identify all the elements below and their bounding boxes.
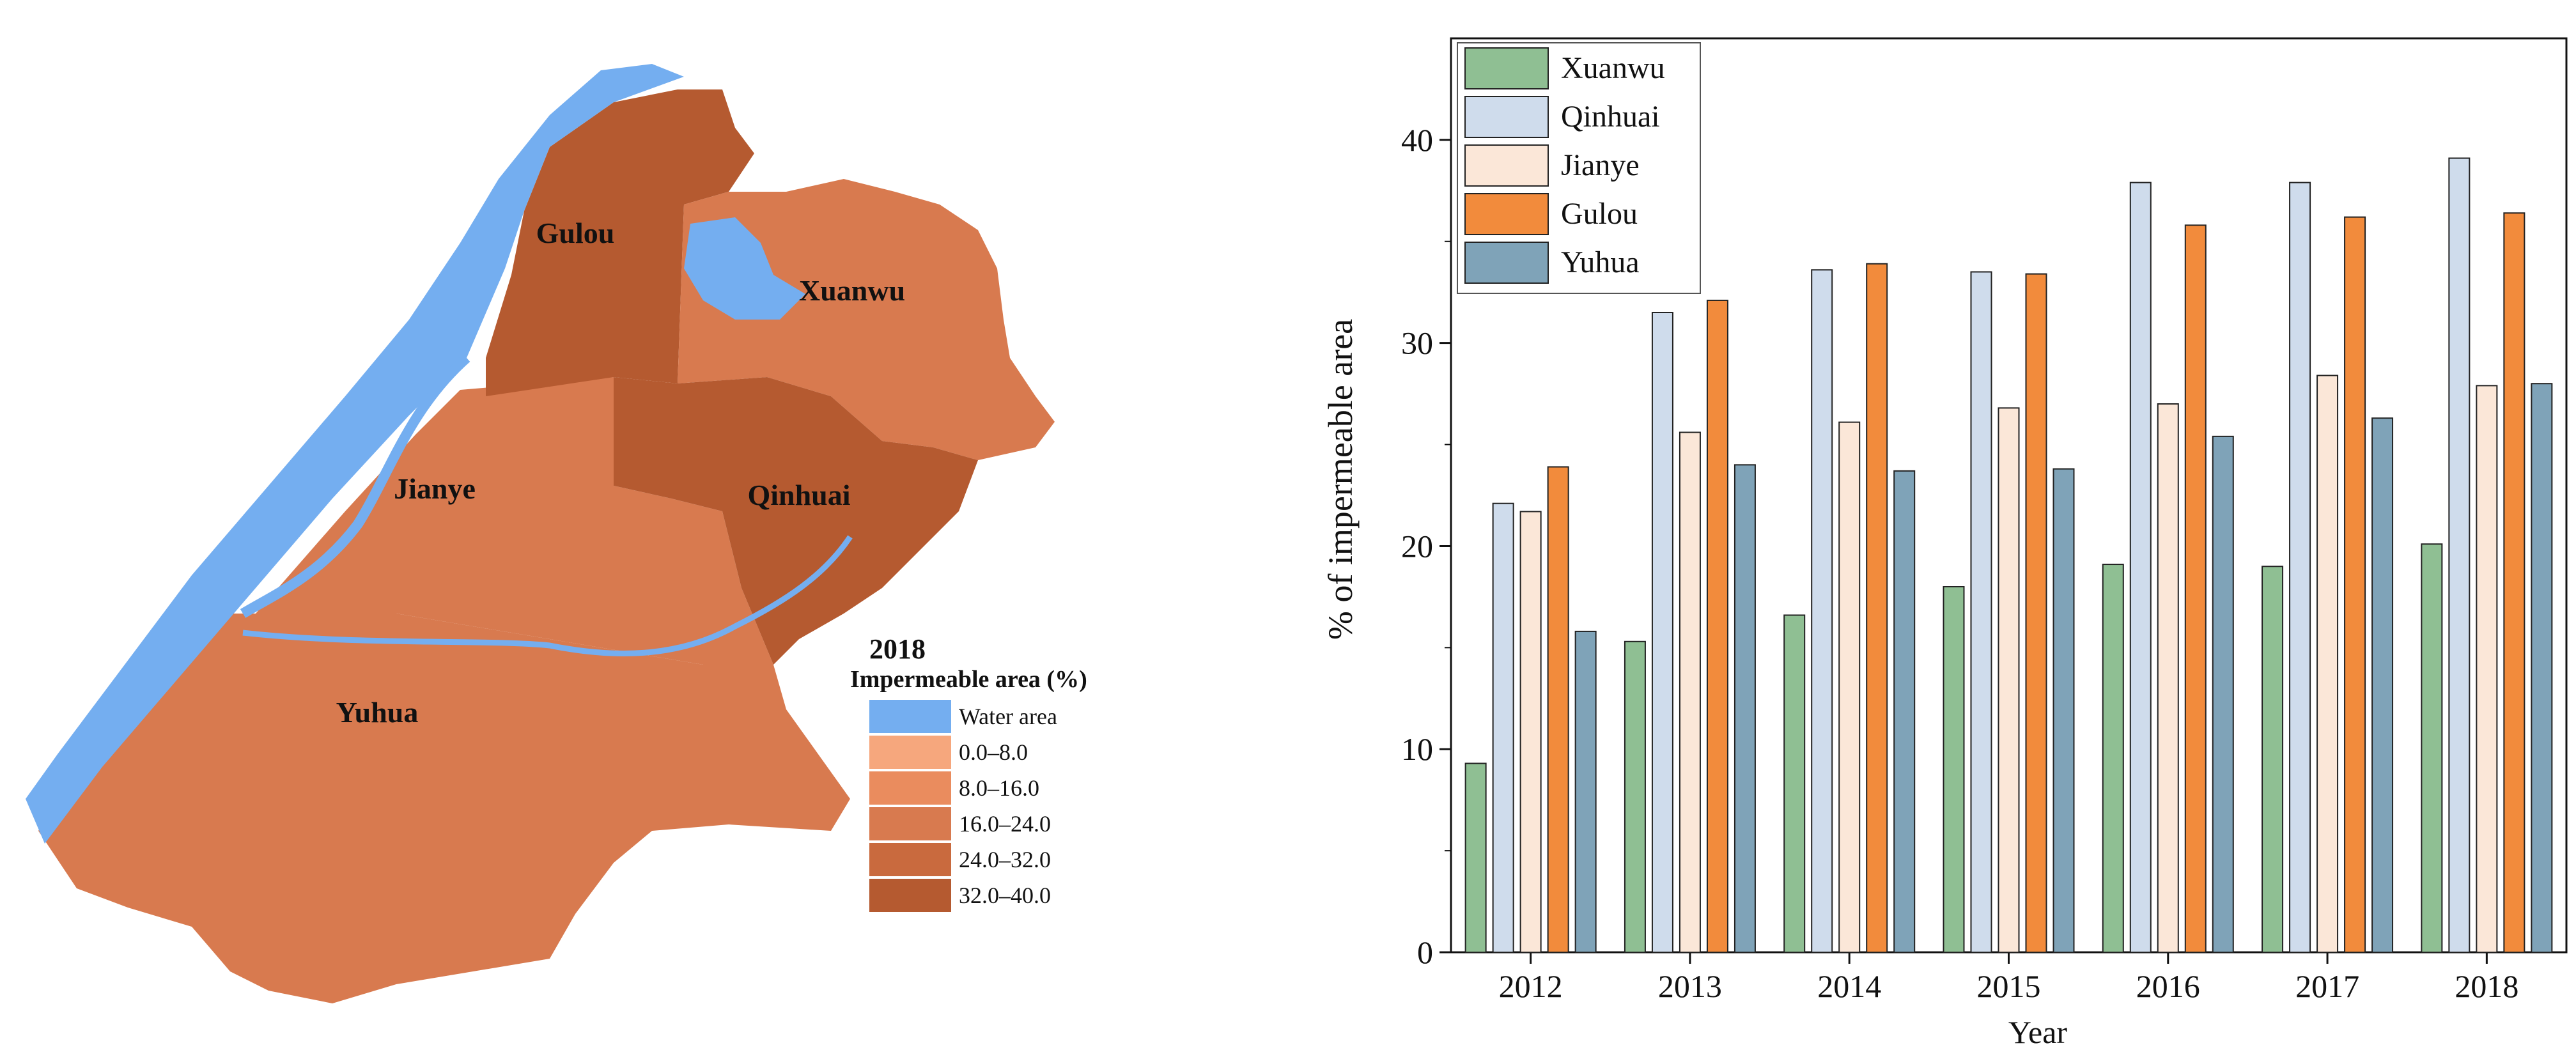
- label-yuhua: Yuhua: [336, 696, 419, 729]
- map-legend-swatch: [869, 807, 951, 840]
- legend-swatch-xuanwu: [1464, 47, 1549, 89]
- label-qinhuai: Qinhuai: [747, 479, 850, 511]
- bar-qinhuai-2016: [2129, 182, 2152, 954]
- x-tick-label: 2013: [1658, 968, 1722, 1004]
- bar-xuanwu-2013: [1624, 640, 1646, 953]
- legend-title: Impermeable area (%): [850, 666, 1087, 693]
- bar-yuhua-2013: [1734, 464, 1756, 953]
- bar-qinhuai-2014: [1811, 269, 1833, 953]
- bar-qinhuai-2013: [1651, 312, 1673, 953]
- legend-swatch-jianye: [1464, 144, 1549, 187]
- bar-jianye-2018: [2476, 385, 2498, 953]
- x-tick-label: 2014: [1817, 968, 1881, 1004]
- legend-swatch-yuhua: [1464, 242, 1549, 284]
- bar-xuanwu-2014: [1783, 614, 1806, 953]
- district-yuhua: [38, 614, 850, 1003]
- x-tick-label: 2016: [2136, 968, 2200, 1004]
- bar-yuhua-2017: [2371, 417, 2394, 953]
- jiajiang-channel: [240, 354, 470, 618]
- map-legend-swatch: [869, 700, 951, 733]
- legend-label-qinhuai: Qinhuai: [1561, 100, 1660, 134]
- bar-xuanwu-2012: [1464, 762, 1487, 953]
- legend-label-yuhua: Yuhua: [1561, 245, 1640, 279]
- legend-swatch-qinhuai: [1464, 96, 1549, 138]
- district-qinhuai: [614, 377, 978, 665]
- chart-legend: Xuanwu Qinhuai Jianye Gulou Yuhua: [1457, 42, 1701, 294]
- x-tick-label: 2015: [1977, 968, 2041, 1004]
- bar-gulou-2014: [1866, 263, 1888, 954]
- map-panel: Gulou Xuanwu Jianye Qinhuai Yuhua 2018 I…: [0, 0, 1151, 1056]
- legend-label-xuanwu: Xuanwu: [1561, 51, 1665, 85]
- bar-yuhua-2014: [1893, 470, 1916, 953]
- y-tick-label: 0: [1417, 934, 1433, 970]
- y-tick-label: 10: [1401, 731, 1433, 767]
- legend-label-gulou: Gulou: [1561, 197, 1638, 231]
- bar-gulou-2018: [2503, 212, 2526, 953]
- district-xuanwu: [678, 179, 1055, 460]
- map-legend-swatch: [869, 736, 951, 769]
- map-legend-label: 24.0–32.0: [959, 847, 1051, 872]
- map-legend-swatch: [869, 771, 951, 805]
- map-legend-label: 16.0–24.0: [959, 811, 1051, 837]
- legend-swatch-gulou: [1464, 193, 1549, 235]
- district-gulou: [486, 89, 754, 396]
- bar-xuanwu-2016: [2102, 564, 2124, 953]
- x-tick-label: 2018: [2455, 968, 2518, 1004]
- map-legend-label: 32.0–40.0: [959, 883, 1051, 908]
- xuanwu-lake: [684, 217, 805, 320]
- map-legend-swatch: [869, 879, 951, 912]
- bar-jianye-2012: [1519, 511, 1542, 953]
- bar-gulou-2015: [2025, 273, 2047, 954]
- bar-jianye-2016: [2157, 403, 2179, 953]
- label-jianye: Jianye: [394, 472, 476, 505]
- bar-chart: 0 10 20 30 40 2012 2013 2014 2015 2016 2017 2018 Xu…: [1321, 37, 2568, 1050]
- bar-gulou-2017: [2344, 216, 2366, 954]
- map-legend-label: Water area: [959, 704, 1057, 729]
- bar-qinhuai-2017: [2289, 182, 2311, 954]
- district-jianye: [256, 377, 773, 665]
- map-legend: 2018 Impermeable area (%) Water area 0.0–…: [850, 633, 1087, 912]
- bar-gulou-2012: [1547, 466, 1569, 953]
- bar-qinhuai-2012: [1492, 502, 1514, 953]
- yangtze-river: [26, 64, 684, 844]
- district-map: Gulou Xuanwu Jianye Qinhuai Yuhua 2018 I…: [26, 64, 1087, 1003]
- bar-jianye-2013: [1679, 431, 1701, 953]
- y-tick-label: 30: [1401, 325, 1433, 361]
- legend-label-jianye: Jianye: [1561, 148, 1640, 182]
- bar-yuhua-2016: [2212, 435, 2234, 953]
- bar-xuanwu-2018: [2421, 543, 2443, 953]
- x-axis-label: Year: [2008, 1014, 2067, 1050]
- qinhuai-river: [242, 535, 853, 656]
- bar-xuanwu-2017: [2262, 566, 2284, 953]
- bar-gulou-2013: [1706, 299, 1728, 953]
- x-tick-label: 2017: [2295, 968, 2359, 1004]
- bar-jianye-2015: [1998, 407, 2020, 953]
- bar-yuhua-2012: [1574, 630, 1597, 954]
- bar-jianye-2014: [1838, 421, 1861, 953]
- x-tick-label: 2012: [1499, 968, 1563, 1004]
- legend-year: 2018: [869, 633, 926, 665]
- bar-yuhua-2018: [2531, 383, 2553, 953]
- chart-panel: 0 10 20 30 40 2012 2013 2014 2015 2016 2017 2018 Xu…: [1253, 0, 2576, 1056]
- bar-qinhuai-2015: [1970, 271, 1992, 953]
- y-tick-label: 40: [1401, 122, 1433, 158]
- bar-jianye-2017: [2316, 375, 2339, 953]
- map-legend-label: 0.0–8.0: [959, 739, 1028, 765]
- bar-gulou-2016: [2184, 224, 2207, 953]
- bar-xuanwu-2015: [1943, 586, 1965, 953]
- map-legend-swatch: [869, 843, 951, 876]
- bar-qinhuai-2018: [2448, 157, 2471, 953]
- y-axis-label: % of impermeable area: [1321, 319, 1360, 640]
- map-legend-label: 8.0–16.0: [959, 775, 1039, 801]
- label-xuanwu: Xuanwu: [799, 274, 905, 307]
- label-gulou: Gulou: [536, 217, 615, 249]
- chart-bars: [1464, 157, 2553, 954]
- y-tick-label: 20: [1401, 528, 1433, 564]
- bar-yuhua-2015: [2052, 468, 2075, 953]
